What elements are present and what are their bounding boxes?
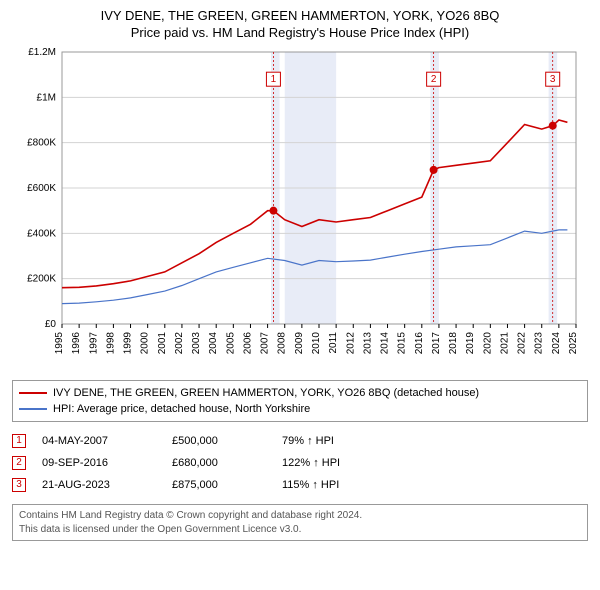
sale-point bbox=[549, 122, 557, 130]
x-tick-label: 2019 bbox=[465, 332, 476, 355]
x-tick-label: 2000 bbox=[140, 332, 151, 355]
x-tick-label: 2018 bbox=[448, 332, 459, 355]
sales-row: 1 04-MAY-2007£500,00079% ↑ HPI bbox=[12, 430, 588, 452]
x-tick-label: 1997 bbox=[88, 332, 99, 355]
x-tick-label: 2005 bbox=[225, 332, 236, 355]
chart-titles: IVY DENE, THE GREEN, GREEN HAMMERTON, YO… bbox=[12, 8, 588, 40]
x-tick-label: 1998 bbox=[105, 332, 116, 355]
x-tick-label: 2025 bbox=[568, 332, 579, 355]
x-tick-label: 2004 bbox=[208, 332, 219, 355]
sale-point bbox=[269, 207, 277, 215]
sale-date: 09-SEP-2016 bbox=[42, 457, 172, 469]
sale-hpi: 79% ↑ HPI bbox=[282, 435, 382, 447]
x-tick-label: 2002 bbox=[174, 332, 185, 355]
x-tick-label: 2020 bbox=[482, 332, 493, 355]
x-tick-label: 2010 bbox=[311, 332, 322, 355]
sale-date: 04-MAY-2007 bbox=[42, 435, 172, 447]
x-tick-label: 2023 bbox=[534, 332, 545, 355]
y-tick-label: £400K bbox=[27, 228, 56, 239]
x-tick-label: 2006 bbox=[242, 332, 253, 355]
sales-row: 2 09-SEP-2016£680,000122% ↑ HPI bbox=[12, 452, 588, 474]
x-tick-label: 2014 bbox=[380, 332, 391, 355]
x-tick-label: 2007 bbox=[260, 332, 271, 355]
legend-row: IVY DENE, THE GREEN, GREEN HAMMERTON, YO… bbox=[19, 385, 581, 401]
sale-marker-number: 1 bbox=[271, 74, 277, 85]
title-line-1: IVY DENE, THE GREEN, GREEN HAMMERTON, YO… bbox=[12, 8, 588, 23]
x-tick-label: 2009 bbox=[294, 332, 305, 355]
legend-swatch bbox=[19, 408, 47, 410]
sales-row: 3 21-AUG-2023£875,000115% ↑ HPI bbox=[12, 474, 588, 496]
x-tick-label: 1999 bbox=[123, 332, 134, 355]
sale-marker-number: 2 bbox=[431, 74, 437, 85]
sales-table: 1 04-MAY-2007£500,00079% ↑ HPI 2 09-SEP-201… bbox=[12, 430, 588, 496]
sale-price: £680,000 bbox=[172, 457, 282, 469]
sale-hpi: 115% ↑ HPI bbox=[282, 479, 382, 491]
footer-attribution: Contains HM Land Registry data © Crown c… bbox=[12, 504, 588, 541]
sale-hpi: 122% ↑ HPI bbox=[282, 457, 382, 469]
x-tick-label: 2008 bbox=[277, 332, 288, 355]
x-tick-label: 2003 bbox=[191, 332, 202, 355]
y-tick-label: £200K bbox=[27, 274, 56, 285]
y-tick-label: £0 bbox=[45, 319, 57, 330]
x-tick-label: 2015 bbox=[397, 332, 408, 355]
y-tick-label: £600K bbox=[27, 183, 56, 194]
legend: IVY DENE, THE GREEN, GREEN HAMMERTON, YO… bbox=[12, 380, 588, 422]
sale-date: 21-AUG-2023 bbox=[42, 479, 172, 491]
legend-row: HPI: Average price, detached house, Nort… bbox=[19, 401, 581, 417]
price-chart: £0 £200K £400K £600K £800K £1M £1.2M 1995 1996 19… bbox=[12, 44, 588, 374]
legend-label: IVY DENE, THE GREEN, GREEN HAMMERTON, YO… bbox=[53, 387, 479, 399]
legend-label: HPI: Average price, detached house, Nort… bbox=[53, 403, 310, 415]
x-tick-label: 1995 bbox=[54, 332, 65, 355]
x-tick-label: 2024 bbox=[551, 332, 562, 355]
x-tick-label: 2012 bbox=[345, 332, 356, 355]
x-tick-label: 2016 bbox=[414, 332, 425, 355]
y-tick-label: £1M bbox=[37, 92, 56, 103]
sale-price: £500,000 bbox=[172, 435, 282, 447]
x-tick-label: 2013 bbox=[362, 332, 373, 355]
x-tick-label: 2021 bbox=[499, 332, 510, 355]
x-tick-label: 2022 bbox=[517, 332, 528, 355]
sale-price: £875,000 bbox=[172, 479, 282, 491]
title-line-2: Price paid vs. HM Land Registry's House … bbox=[12, 25, 588, 40]
footer-line-2: This data is licensed under the Open Gov… bbox=[19, 523, 581, 537]
sale-point bbox=[430, 166, 438, 174]
x-tick-label: 2001 bbox=[157, 332, 168, 355]
sale-row-marker: 3 bbox=[12, 478, 26, 492]
y-tick-label: £800K bbox=[27, 138, 56, 149]
sale-marker-number: 3 bbox=[550, 74, 556, 85]
x-tick-label: 2017 bbox=[431, 332, 442, 355]
sale-row-marker: 2 bbox=[12, 456, 26, 470]
legend-swatch bbox=[19, 392, 47, 394]
sale-row-marker: 1 bbox=[12, 434, 26, 448]
x-tick-label: 1996 bbox=[71, 332, 82, 355]
x-tick-label: 2011 bbox=[328, 332, 339, 354]
footer-line-1: Contains HM Land Registry data © Crown c… bbox=[19, 509, 581, 523]
y-tick-label: £1.2M bbox=[28, 47, 56, 58]
